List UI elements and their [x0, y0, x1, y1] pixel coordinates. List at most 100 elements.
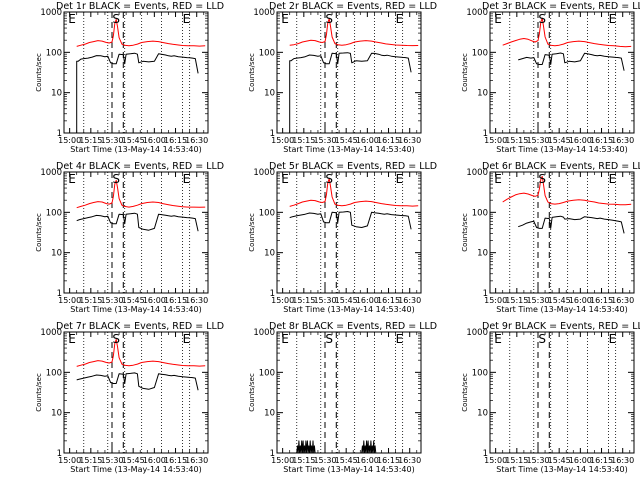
- x-tick-label: 16:15: [590, 296, 613, 305]
- x-tick-label: 16:30: [611, 456, 634, 465]
- event-marker-e: E: [281, 12, 289, 26]
- detector-panel-4: Det 4r BLACK = Events, RED = LLD 1 10 100 10…: [35, 161, 224, 314]
- x-tick-label: 15:30: [313, 136, 336, 145]
- x-tick-label: 15:30: [526, 136, 549, 145]
- x-tick-label: 16:30: [398, 296, 421, 305]
- x-tick-label: 16:15: [590, 456, 613, 465]
- x-axis-label: Start Time (13-May-14 14:53:40): [70, 465, 201, 474]
- y-tick-label: 1: [57, 449, 62, 459]
- y-tick-label: 1: [270, 449, 275, 459]
- y-tick-label: 100: [472, 48, 488, 58]
- series-line-lld: [502, 17, 632, 48]
- x-tick-label: 15:45: [335, 456, 358, 465]
- plot-frame: [63, 331, 209, 454]
- x-tick-label: 15:45: [122, 456, 145, 465]
- x-tick-label: 15:30: [313, 456, 336, 465]
- series-line-events: [518, 52, 625, 71]
- y-tick-label: 100: [259, 208, 275, 218]
- x-tick-label: 16:30: [185, 296, 208, 305]
- plot-frame: [489, 331, 635, 454]
- plot-frame: [276, 331, 422, 454]
- x-tick-label: 15:45: [335, 296, 358, 305]
- event-marker-e: E: [183, 172, 191, 186]
- event-marker-e: E: [494, 332, 502, 346]
- event-marker-s: S: [538, 332, 546, 346]
- y-tick-label: 1: [57, 289, 62, 299]
- series-line-events: [518, 215, 625, 234]
- x-tick-label: 15:00: [58, 136, 81, 145]
- detector-panel-7: Det 7r BLACK = Events, RED = LLD 1 10 100 10…: [35, 321, 224, 474]
- x-tick-label: 16:00: [569, 456, 592, 465]
- x-axis-label: Start Time (13-May-14 14:53:40): [283, 305, 414, 314]
- series-line-events: [76, 52, 199, 133]
- panel-title: Det 7r BLACK = Events, RED = LLD: [56, 321, 224, 332]
- event-marker-e: E: [609, 332, 617, 346]
- plot-frame: [63, 11, 209, 134]
- x-tick-label: 15:15: [79, 136, 102, 145]
- event-marker-e: E: [494, 12, 502, 26]
- y-tick-label: 100: [46, 368, 62, 378]
- y-tick-label: 10: [264, 249, 275, 259]
- series-line-lld: [76, 19, 206, 47]
- x-tick-label: 15:30: [100, 456, 123, 465]
- x-tick-label: 15:00: [58, 456, 81, 465]
- x-tick-label: 16:00: [356, 136, 379, 145]
- x-tick-label: 16:30: [398, 456, 421, 465]
- x-tick-label: 15:45: [122, 296, 145, 305]
- panel-title: Det 4r BLACK = Events, RED = LLD: [56, 161, 224, 172]
- series-line-lld: [502, 175, 632, 206]
- panel-title: Det 5r BLACK = Events, RED = LLD: [269, 161, 437, 172]
- y-tick-label: 100: [472, 208, 488, 218]
- event-marker-e: E: [396, 332, 404, 346]
- series-line-events: [289, 211, 412, 230]
- panel-title: Det 1r BLACK = Events, RED = LLD: [56, 1, 224, 12]
- plot-frame: [276, 11, 422, 134]
- x-tick-label: 16:00: [143, 296, 166, 305]
- x-tick-label: 15:15: [292, 456, 315, 465]
- event-marker-s: S: [538, 12, 546, 26]
- x-tick-label: 15:15: [79, 456, 102, 465]
- x-tick-label: 16:00: [143, 136, 166, 145]
- event-marker-e: E: [609, 12, 617, 26]
- x-tick-label: 15:00: [484, 136, 507, 145]
- y-tick-label: 10: [51, 409, 62, 419]
- y-tick-label: 1000: [466, 8, 488, 18]
- x-tick-label: 15:45: [548, 136, 571, 145]
- y-tick-label: 10: [264, 409, 275, 419]
- y-tick-label: 1000: [40, 8, 62, 18]
- y-axis-label: Counts/sec: [248, 213, 256, 252]
- event-marker-e: E: [281, 332, 289, 346]
- y-tick-label: 100: [259, 48, 275, 58]
- event-marker-e: E: [396, 12, 404, 26]
- x-axis-label: Start Time (13-May-14 14:53:40): [70, 305, 201, 314]
- y-tick-label: 1: [483, 289, 488, 299]
- event-marker-s: S: [112, 172, 120, 186]
- event-marker-s: S: [325, 172, 333, 186]
- x-tick-label: 15:00: [271, 456, 294, 465]
- x-tick-label: 15:45: [548, 296, 571, 305]
- event-marker-e: E: [183, 12, 191, 26]
- x-tick-label: 15:30: [100, 136, 123, 145]
- y-axis-label: Counts/sec: [248, 53, 256, 92]
- event-marker-e: E: [183, 332, 191, 346]
- panel-title: Det 8r BLACK = Events, RED = LLD: [269, 321, 437, 332]
- event-marker-s: S: [538, 172, 546, 186]
- y-tick-label: 1000: [466, 168, 488, 178]
- plot-frame: [276, 171, 422, 294]
- y-tick-label: 1: [270, 289, 275, 299]
- x-tick-label: 16:30: [185, 456, 208, 465]
- x-tick-label: 15:15: [292, 296, 315, 305]
- event-marker-e: E: [68, 332, 76, 346]
- x-tick-label: 16:00: [356, 296, 379, 305]
- series-line-lld: [76, 179, 206, 209]
- x-tick-label: 16:15: [377, 456, 400, 465]
- y-tick-label: 100: [46, 48, 62, 58]
- x-axis-label: Start Time (13-May-14 14:53:40): [283, 145, 414, 154]
- x-tick-label: 15:30: [100, 296, 123, 305]
- event-marker-e: E: [609, 172, 617, 186]
- x-tick-label: 15:45: [548, 456, 571, 465]
- event-marker-s: S: [112, 332, 120, 346]
- x-tick-label: 16:00: [569, 136, 592, 145]
- detector-panel-6: Det 6r BLACK = Events, RED = LLD 1 10 100 10…: [461, 161, 640, 314]
